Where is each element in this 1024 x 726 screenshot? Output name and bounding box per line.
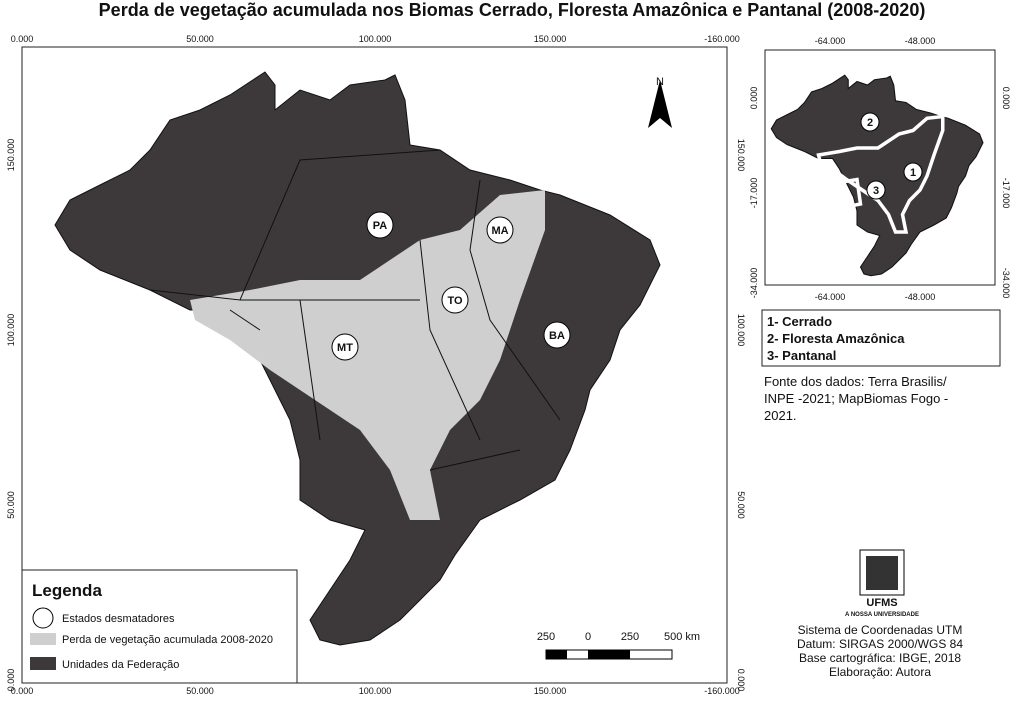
inset-bottom-tick: -64.000 bbox=[815, 292, 846, 302]
inset-left-tick: -34.000 bbox=[749, 268, 759, 299]
logo-mark bbox=[866, 556, 898, 590]
state-label: TO bbox=[447, 295, 463, 307]
top-tick-label: 50.000 bbox=[186, 34, 214, 44]
state-marker bbox=[331, 333, 359, 361]
state-marker bbox=[366, 211, 394, 239]
right-tick-label: 50.000 bbox=[736, 491, 746, 519]
right-tick-label: 150.000 bbox=[736, 139, 746, 172]
inset-biome-outline bbox=[833, 177, 863, 210]
legend-item: Perda de vegetação acumulada 2008-2020 bbox=[62, 634, 273, 646]
inset-top-tick: -48.000 bbox=[905, 36, 936, 46]
biome-item: 1- Cerrado bbox=[767, 314, 832, 329]
top-tick-label: -160.000 bbox=[704, 34, 740, 44]
state-label: PA bbox=[373, 220, 388, 232]
scale-label: 250 bbox=[621, 631, 639, 643]
source-line: 2021. bbox=[764, 408, 797, 423]
scale-bar: 250 0 250 500 km bbox=[537, 631, 700, 660]
inset-label: 2 bbox=[867, 117, 873, 129]
inset-right-tick: -34.000 bbox=[1001, 268, 1011, 299]
title: Perda de vegetação acumulada nos Biomas … bbox=[99, 0, 926, 20]
source-line: INPE -2021; MapBiomas Fogo - bbox=[764, 391, 948, 406]
scale-label: 0 bbox=[585, 631, 591, 643]
inset-label: 3 bbox=[873, 185, 879, 197]
state-borders bbox=[149, 149, 561, 471]
biome-legend: 1- Cerrado 2- Floresta Amazônica 3- Pant… bbox=[761, 309, 1001, 367]
scale-segment bbox=[588, 650, 630, 659]
state-label: MA bbox=[491, 225, 508, 237]
inset-marker bbox=[903, 162, 923, 182]
inset-left-tick: -17.000 bbox=[749, 178, 759, 209]
inset-marker bbox=[860, 112, 880, 132]
legend-swatch bbox=[30, 657, 56, 670]
top-tick-label: 100.000 bbox=[359, 34, 392, 44]
bottom-tick-label: 150.000 bbox=[534, 686, 567, 696]
top-tick-label: 0.000 bbox=[11, 34, 34, 44]
right-tick-label: 100.000 bbox=[736, 314, 746, 347]
inset-bottom-tick: -48.000 bbox=[905, 292, 936, 302]
state-marker bbox=[543, 321, 571, 349]
bottom-tick-label: 0.000 bbox=[11, 686, 34, 696]
bottom-tick-label: -160.000 bbox=[704, 686, 740, 696]
legend-swatch bbox=[30, 633, 56, 645]
bottom-tick-label: 100.000 bbox=[359, 686, 392, 696]
left-tick-label: 150.000 bbox=[6, 139, 16, 172]
state-label: MT bbox=[337, 342, 353, 354]
top-tick-label: 150.000 bbox=[534, 34, 567, 44]
north-arrow bbox=[648, 80, 672, 128]
legend-title: Legenda bbox=[32, 581, 102, 600]
inset-right-tick: 0.000 bbox=[1001, 87, 1011, 110]
left-tick-label: 100.000 bbox=[6, 314, 16, 347]
credit-line: Base cartográfica: IBGE, 2018 bbox=[799, 651, 961, 665]
logo-text: UFMS bbox=[866, 597, 897, 609]
scale-label: 250 bbox=[537, 631, 555, 643]
scale-segment bbox=[546, 650, 567, 659]
credit-line: Elaboração: Autora bbox=[829, 665, 931, 679]
source-line: Fonte dos dados: Terra Brasilis/ bbox=[764, 374, 947, 389]
inset-right-tick: -17.000 bbox=[1001, 178, 1011, 209]
inset-label: 1 bbox=[910, 167, 916, 179]
logo: UFMS A NOSSA UNIVERSIDADE bbox=[845, 549, 919, 618]
legend-swatch bbox=[32, 607, 54, 629]
bottom-tick-label: 50.000 bbox=[186, 686, 214, 696]
biome-item: 3- Pantanal bbox=[767, 348, 836, 363]
logo-tagline: A NOSSA UNIVERSIDADE bbox=[845, 612, 919, 618]
credit-line: Sistema de Coordenadas UTM bbox=[798, 623, 963, 637]
legend-item: Unidades da Federação bbox=[62, 659, 179, 671]
inset-marker bbox=[866, 180, 886, 200]
credit-line: Datum: SIRGAS 2000/WGS 84 bbox=[797, 637, 963, 651]
left-tick-label: 50.000 bbox=[6, 491, 16, 519]
scale-label: 500 km bbox=[664, 631, 700, 643]
state-marker bbox=[486, 216, 514, 244]
inset-map: 2 1 3 bbox=[764, 49, 996, 286]
inset-left-tick: 0.000 bbox=[749, 87, 759, 110]
north-label: N bbox=[656, 76, 664, 88]
left-tick-label: 0.000 bbox=[6, 669, 16, 692]
state-marker bbox=[441, 286, 469, 314]
biome-box bbox=[761, 309, 1001, 367]
inset-top-tick: -64.000 bbox=[815, 36, 846, 46]
legend-item: Estados desmatadores bbox=[62, 613, 175, 625]
biome-item: 2- Floresta Amazônica bbox=[767, 331, 905, 346]
legend: Legenda Estados desmatadores Perda de ve… bbox=[21, 569, 298, 684]
right-tick-label: 0.000 bbox=[736, 669, 746, 692]
legend-box bbox=[21, 569, 298, 684]
state-label: BA bbox=[549, 330, 565, 342]
